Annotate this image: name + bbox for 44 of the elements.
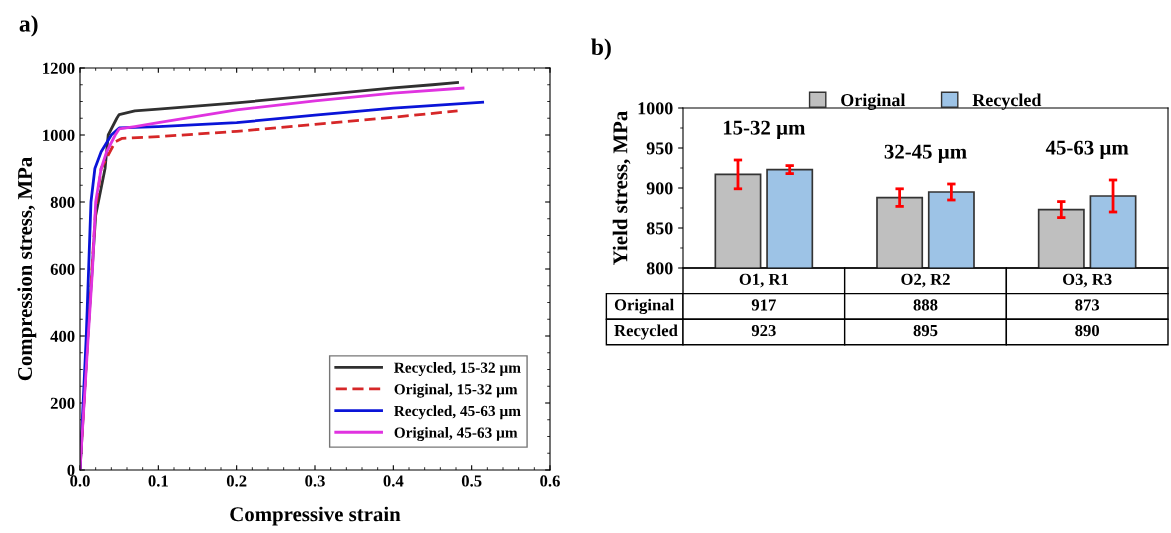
x-tick-label: O1, R1 (739, 273, 788, 288)
y-tick-label: 900 (646, 182, 673, 195)
data-label: 923 (751, 324, 776, 337)
text: Recycled (614, 324, 678, 340)
x-tick-label: 0.1 (148, 475, 168, 487)
legend-label: Original (841, 93, 906, 110)
y-axis-title: Compression stress, MPa (17, 157, 37, 381)
y-tick-label: 1000 (638, 102, 673, 115)
annotation: 45-63 µm (1045, 140, 1129, 159)
legend-label: Recycled, 15-32 µm (394, 362, 521, 376)
x-tick-label: 0.6 (540, 475, 560, 487)
x-tick-label: 0.2 (226, 475, 247, 487)
legend-label: Original, 15-32 µm (394, 383, 518, 398)
y-tick-label: 200 (50, 397, 75, 409)
x-tick-label: 0.5 (461, 475, 482, 487)
x-axis-title: Compressive strain (230, 506, 401, 526)
x-tick-label: O2, R2 (901, 273, 950, 288)
annotation: 15-32 µm (723, 120, 806, 139)
data-label: 888 (913, 299, 938, 311)
legend-label: Original, 45-63 µm (394, 427, 518, 441)
x-tick-label: 0.3 (305, 475, 325, 487)
y-tick-label: 850 (646, 222, 673, 235)
text: Original (614, 298, 674, 315)
chart-title: a) (19, 15, 38, 37)
data-label: 873 (1075, 299, 1100, 311)
annotation: 32-45 µm (884, 144, 967, 163)
legend-label: Recycled (972, 93, 1042, 110)
data-label: 917 (751, 299, 776, 311)
y-axis-title: Yield stress, MPa (612, 111, 631, 265)
y-tick-label: 1000 (43, 129, 75, 141)
data-label: 890 (1075, 324, 1100, 337)
y-tick-label: 600 (50, 263, 75, 275)
y-tick-label: 800 (50, 196, 75, 208)
x-tick-label: 0.0 (70, 475, 90, 487)
chart-title: b) (591, 38, 611, 60)
x-tick-label: O3, R3 (1062, 273, 1112, 288)
legend-label: Recycled, 45-63 µm (394, 405, 521, 420)
y-tick-label: 0 (67, 464, 75, 476)
y-tick-label: 800 (646, 262, 673, 275)
data-label: 895 (913, 324, 938, 337)
y-tick-label: 1200 (43, 62, 75, 74)
y-tick-label: 950 (646, 142, 673, 155)
x-tick-label: 0.4 (383, 475, 404, 487)
y-tick-label: 400 (50, 330, 75, 342)
